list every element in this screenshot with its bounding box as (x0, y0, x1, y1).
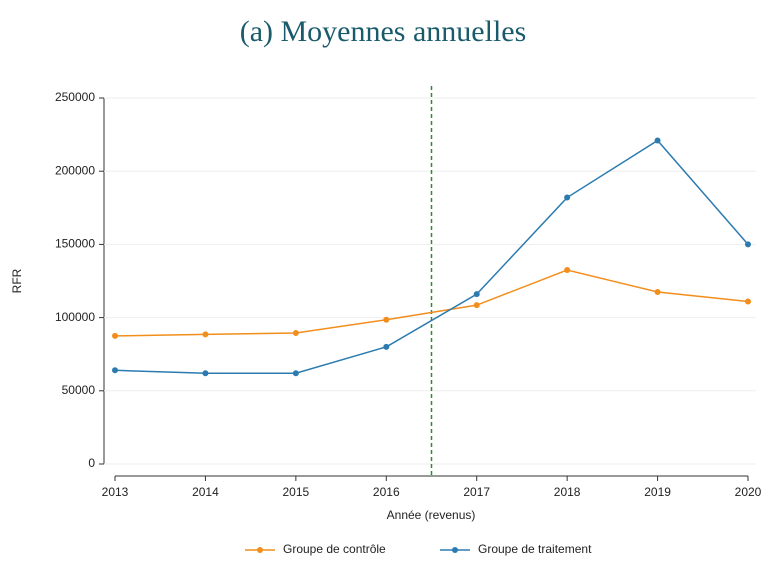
x-tick-label: 2014 (192, 485, 219, 499)
data-point (383, 343, 390, 350)
data-point (292, 370, 299, 377)
legend-label: Groupe de traitement (478, 542, 592, 556)
data-point (564, 194, 571, 201)
series-line (114, 139, 749, 374)
data-point (745, 241, 751, 248)
data-point (745, 298, 751, 305)
data-point (112, 367, 118, 374)
y-tick-label: 150000 (55, 237, 95, 251)
y-tick-label: 250000 (55, 90, 95, 104)
legend-marker (452, 547, 458, 553)
data-point (383, 316, 390, 323)
chart-title: (a) Moyennes annuelles (240, 15, 527, 48)
x-tick-label: 2019 (644, 485, 671, 499)
x-tick-label: 2018 (554, 485, 581, 499)
series-line (114, 269, 749, 337)
y-tick-label: 0 (88, 456, 95, 470)
data-point (654, 288, 661, 295)
x-tick-label: 2020 (735, 485, 762, 499)
data-point (473, 291, 480, 298)
x-tick-label: 2013 (102, 485, 129, 499)
data-point (473, 302, 480, 309)
y-tick-label: 50000 (62, 383, 96, 397)
legend-label: Groupe de contrôle (283, 542, 386, 556)
x-tick-label: 2017 (463, 485, 490, 499)
data-point (112, 332, 118, 339)
data-point (202, 370, 209, 377)
y-tick-label: 200000 (55, 163, 95, 177)
x-axis-label: Année (revenus) (387, 508, 476, 522)
y-axis-label: RFR (10, 268, 24, 293)
data-point (564, 267, 571, 274)
legend-marker (257, 547, 263, 553)
x-tick-label: 2015 (283, 485, 310, 499)
data-point (202, 331, 209, 338)
x-tick-label: 2016 (373, 485, 400, 499)
y-tick-label: 100000 (55, 310, 95, 324)
data-point (654, 137, 661, 144)
data-point (292, 329, 299, 336)
